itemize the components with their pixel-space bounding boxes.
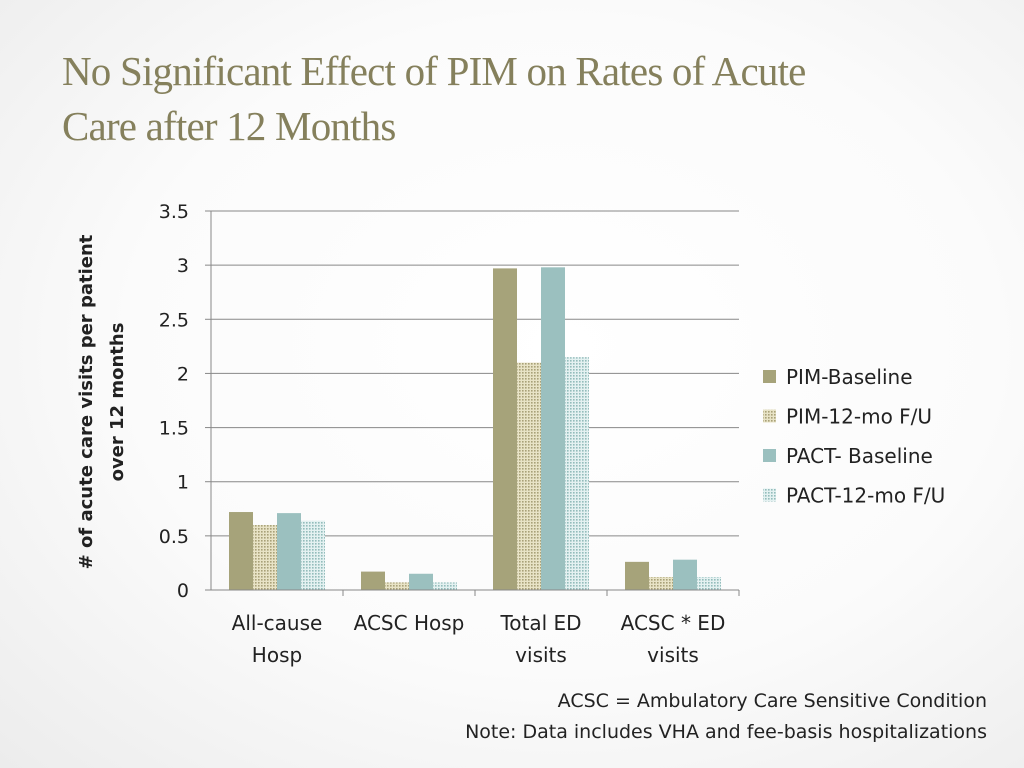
bar-pact_baseline (541, 267, 565, 590)
bar-pact_baseline (409, 573, 433, 590)
bar-pim_followup (517, 362, 541, 590)
y-tick-label: 3 (177, 255, 189, 277)
axis-labels: 0 0.5 1 1.5 2 2.5 3 3.5 All-cause Hosp ACSC Hosp To… (76, 201, 725, 667)
footnote: ACSC = Ambulatory Care Sensitive Conditi… (465, 686, 987, 748)
bar-pim_followup (385, 582, 409, 590)
x-category-label: visits (647, 643, 699, 667)
bar-pim_baseline (493, 268, 517, 590)
legend-swatch-pact_followup (763, 488, 776, 502)
bar-chart: 0 0.5 1 1.5 2 2.5 3 3.5 All-cause Hosp ACSC Hosp To… (76, 201, 945, 667)
slide-title-line-2: Care after 12 Months (62, 103, 396, 149)
x-category-label: Total ED (499, 611, 581, 635)
x-category-label: ACSC * ED (621, 611, 726, 635)
y-axis-title: # of acute care visits per patient over 1… (76, 234, 128, 569)
y-axis-title-line: # of acute care visits per patient (76, 234, 97, 569)
x-category-label: Hosp (252, 643, 302, 667)
y-tick-label: 1 (177, 472, 189, 494)
slide-title: No Significant Effect of PIM on Rates of… (62, 44, 962, 154)
bar-pact_followup (433, 582, 457, 590)
bars (229, 267, 721, 590)
legend: PIM-Baseline PIM-12-mo F/U PACT- Baseline P… (763, 365, 945, 508)
axes (205, 210, 740, 596)
x-category-label: ACSC Hosp (354, 611, 465, 635)
y-tick-label: 1.5 (159, 418, 189, 440)
legend-label-pact_baseline: PACT- Baseline (786, 444, 933, 468)
x-category-label: All-cause (232, 611, 323, 635)
slide-title-line-1: No Significant Effect of PIM on Rates of… (62, 48, 806, 94)
y-tick-label: 0.5 (159, 526, 189, 548)
footnote-acsc-definition: ACSC = Ambulatory Care Sensitive Conditi… (557, 690, 987, 712)
bar-pim_baseline (625, 561, 649, 590)
bar-pact_baseline (277, 513, 301, 590)
bar-pact_followup (697, 577, 721, 590)
y-axis-title-line: over 12 months (107, 323, 128, 482)
x-category-label: visits (515, 643, 567, 667)
bar-pim_followup (253, 525, 277, 590)
legend-swatch-pim_baseline (763, 370, 776, 383)
bar-pact_followup (565, 357, 589, 590)
footnote-data-note: Note: Data includes VHA and fee-basis ho… (465, 721, 987, 743)
bar-pact_followup (301, 520, 325, 590)
legend-label-pact_followup: PACT-12-mo F/U (786, 484, 945, 508)
bar-pim_baseline (361, 571, 385, 590)
y-tick-label: 3.5 (159, 201, 189, 223)
bar-pim_baseline (229, 512, 253, 590)
gridlines (211, 210, 739, 537)
legend-swatch-pim_followup (763, 409, 776, 423)
bar-pact_baseline (673, 559, 697, 590)
y-tick-label: 2.5 (159, 309, 189, 331)
y-tick-label: 2 (177, 363, 189, 385)
legend-label-pim_baseline: PIM-Baseline (786, 365, 913, 389)
legend-swatch-pact_baseline (763, 449, 776, 462)
bar-pim_followup (649, 577, 673, 590)
legend-label-pim_followup: PIM-12-mo F/U (786, 405, 932, 429)
y-tick-label: 0 (177, 580, 189, 602)
